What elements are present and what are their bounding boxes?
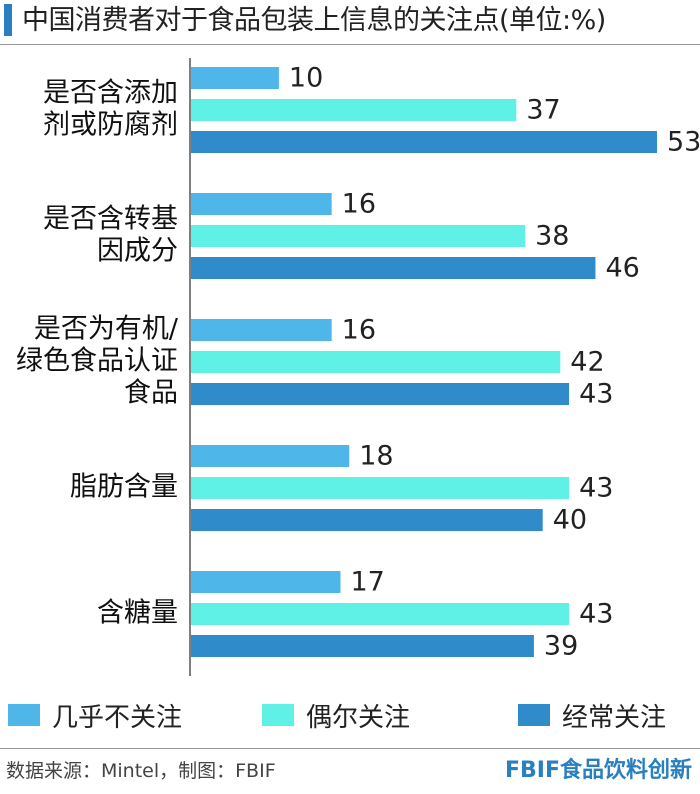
- source-note: 数据来源：Mintel，制图：FBIF: [6, 760, 276, 782]
- data-label: 37: [526, 95, 560, 126]
- category-label: 因成分: [97, 236, 178, 267]
- data-label: 40: [553, 505, 587, 536]
- data-label: 42: [570, 347, 604, 378]
- bar: [191, 319, 332, 341]
- bar-chart: 103753是否含添加剂或防腐剂163846是否含转基因成分164243是否为有…: [16, 58, 700, 676]
- legend-swatch-occasionally: [262, 704, 294, 726]
- category-label: 含糖量: [97, 598, 178, 629]
- bar: [191, 257, 596, 279]
- data-label: 43: [579, 473, 613, 504]
- bar: [191, 225, 526, 247]
- category-label: 剂或防腐剂: [43, 110, 178, 141]
- bar: [191, 99, 517, 121]
- bar: [191, 635, 534, 657]
- legend-item-rarely: 几乎不关注: [8, 698, 183, 733]
- category-label: 脂肪含量: [70, 472, 178, 503]
- bar: [191, 193, 332, 215]
- data-label: 17: [350, 567, 384, 598]
- data-label: 53: [667, 127, 700, 158]
- bar: [191, 571, 341, 593]
- category-label: 是否为有机/: [34, 314, 179, 345]
- category-label: 食品: [124, 378, 178, 409]
- bar: [191, 383, 570, 405]
- bottom-divider: [0, 748, 700, 749]
- data-label: 46: [605, 253, 639, 284]
- data-label: 16: [342, 315, 376, 346]
- data-label: 18: [359, 441, 393, 472]
- bar: [191, 509, 543, 531]
- legend-label-often: 经常关注: [562, 702, 667, 733]
- data-label: 38: [535, 221, 569, 252]
- brand-logo-text: FBIF食品饮料创新: [504, 758, 692, 783]
- category-label: 是否含转基: [43, 204, 178, 235]
- bar: [191, 351, 561, 373]
- data-label: 16: [342, 189, 376, 220]
- legend: 几乎不关注 偶尔关注 经常关注: [0, 690, 700, 740]
- bar: [191, 603, 570, 625]
- category-label: 是否含添加: [43, 78, 178, 109]
- page-title: 中国消费者对于食品包装上信息的关注点(单位:%): [22, 5, 606, 36]
- top-divider: [0, 44, 700, 45]
- bar: [191, 477, 570, 499]
- legend-swatch-often: [518, 704, 550, 726]
- title-accent-bar: [4, 4, 12, 36]
- bar: [191, 445, 350, 467]
- data-label: 39: [544, 631, 578, 662]
- legend-item-often: 经常关注: [518, 698, 667, 733]
- legend-swatch-rarely: [8, 704, 40, 726]
- legend-label-occasionally: 偶尔关注: [306, 702, 411, 733]
- bar: [191, 131, 657, 153]
- bar: [191, 67, 279, 89]
- category-label: 绿色食品认证: [16, 346, 178, 377]
- legend-label-rarely: 几乎不关注: [52, 702, 183, 733]
- data-label: 43: [579, 379, 613, 410]
- legend-item-occasionally: 偶尔关注: [262, 698, 411, 733]
- data-label: 43: [579, 599, 613, 630]
- data-label: 10: [289, 63, 323, 94]
